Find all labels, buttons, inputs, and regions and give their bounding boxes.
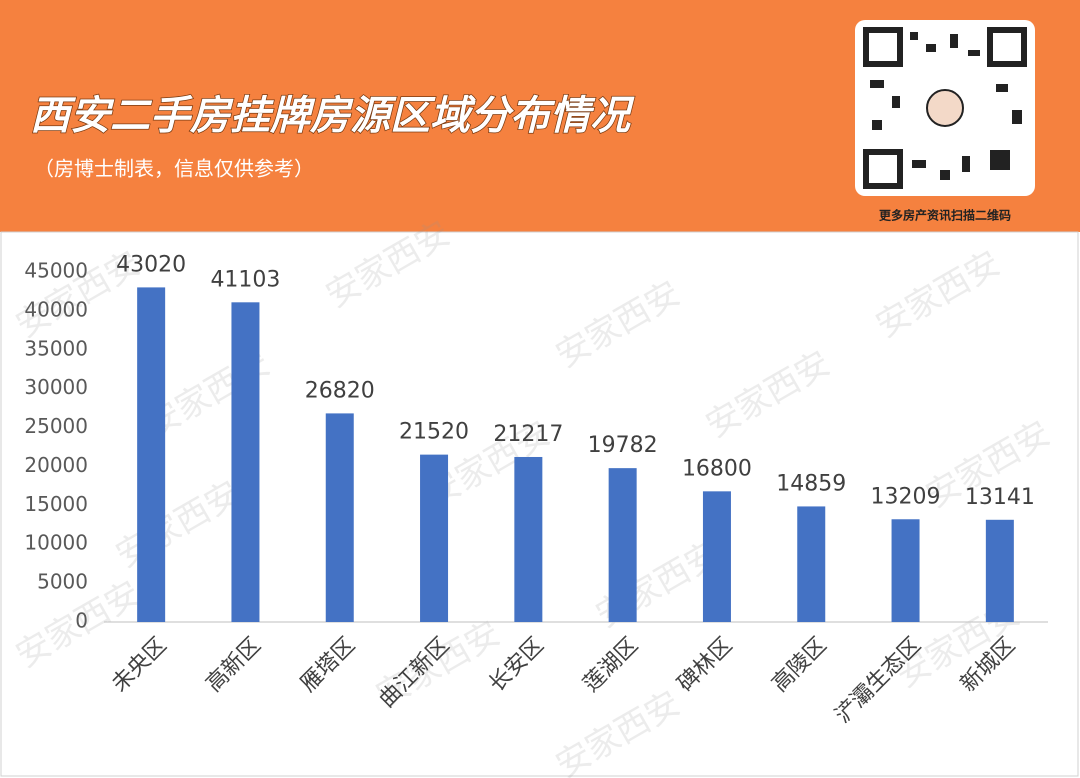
y-tick-label: 15000 [24, 492, 88, 516]
value-label: 21217 [493, 422, 563, 447]
bar [608, 468, 637, 622]
bar [514, 456, 543, 622]
y-tick-label: 5000 [37, 570, 88, 594]
bar [797, 506, 826, 622]
title: 西安二手房挂牌房源区域分布情况 [30, 93, 635, 139]
y-tick-label: 10000 [24, 531, 88, 555]
value-label: 14859 [776, 471, 846, 496]
value-label: 21520 [399, 420, 469, 445]
y-tick-label: 20000 [24, 453, 88, 477]
x-tick-label: 碑林区 [673, 633, 737, 697]
value-label: 26820 [305, 378, 375, 403]
y-tick-label: 40000 [24, 297, 88, 321]
x-tick-label: 高新区 [202, 633, 266, 697]
bar [231, 302, 260, 622]
watermark: 安家西安 [549, 683, 687, 778]
x-tick-label: 未央区 [107, 633, 171, 697]
qr-pattern [863, 27, 1027, 189]
bar [325, 413, 354, 622]
value-label: 13209 [871, 484, 941, 509]
watermark: 安家西安 [699, 343, 837, 446]
bar [985, 519, 1014, 622]
y-tick-label: 25000 [24, 414, 88, 438]
x-tick-label: 雁塔区 [296, 633, 360, 697]
qr-caption: 更多房产资讯扫描二维码 [879, 208, 1011, 223]
y-tick-label: 45000 [24, 259, 88, 283]
y-tick-label: 30000 [24, 375, 88, 399]
value-label: 43020 [116, 252, 186, 277]
bar [891, 519, 920, 622]
watermark: 安家西安 [869, 243, 1007, 346]
watermark: 安家西安 [109, 473, 247, 576]
value-label: 13141 [965, 485, 1035, 510]
subtitle: （房博士制表，信息仅供参考） [34, 157, 314, 181]
bar [420, 454, 449, 622]
value-label: 41103 [210, 267, 280, 292]
y-tick-label: 0 [75, 609, 88, 633]
value-label: 16800 [682, 456, 752, 481]
bar [137, 287, 166, 622]
plot-frame [0, 231, 1079, 777]
bar [702, 491, 731, 622]
x-tick-label: 莲湖区 [579, 633, 643, 697]
watermark: 安家西安 [549, 273, 687, 376]
y-tick-label: 35000 [24, 336, 88, 360]
x-tick-label: 高陵区 [767, 633, 831, 697]
value-label: 19782 [588, 433, 658, 458]
